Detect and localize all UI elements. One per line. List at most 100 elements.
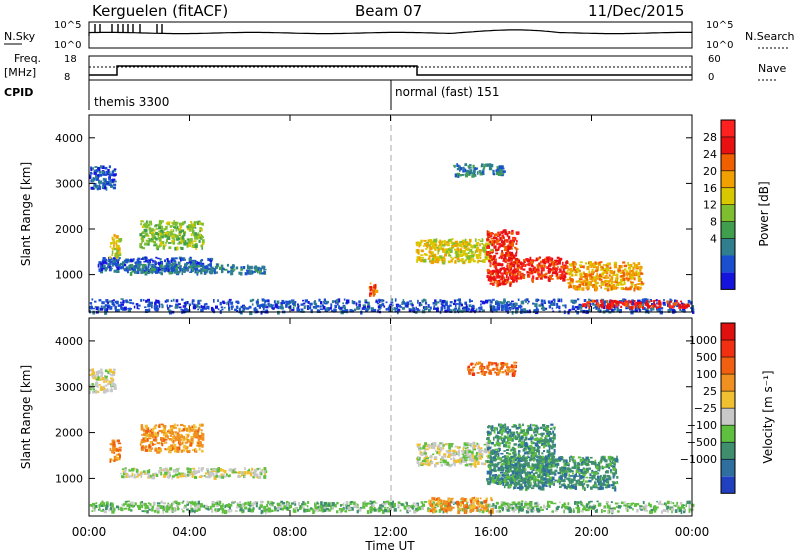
x-tick-label: 20:00 bbox=[574, 525, 609, 539]
echo-region bbox=[415, 238, 494, 265]
velocity-heatmap bbox=[89, 361, 695, 515]
echo-region bbox=[416, 441, 494, 468]
velocity-panel: 4000 3000 2000 1000 Slant Range [km] bbox=[19, 317, 695, 517]
echo-region bbox=[486, 229, 520, 288]
echo-region bbox=[566, 261, 645, 292]
echo-region bbox=[89, 298, 695, 316]
echo-region bbox=[120, 467, 268, 480]
cpid-label: CPID bbox=[4, 86, 33, 99]
colorbar-swatch bbox=[721, 153, 735, 171]
y-tick-label: 3000 bbox=[55, 177, 83, 190]
colorbar-swatch bbox=[721, 408, 735, 426]
nave-tick-high: 60 bbox=[708, 54, 721, 65]
colorbar-swatch bbox=[721, 357, 735, 375]
colorbar-swatch bbox=[721, 425, 735, 443]
nsky-trace bbox=[88, 24, 692, 36]
y-tick-label: 1000 bbox=[55, 269, 83, 282]
colorbar-swatch bbox=[721, 374, 735, 392]
nsky-tick-high: 10^5 bbox=[54, 20, 81, 31]
colorbar-swatch bbox=[721, 136, 735, 154]
nave-tick-low: 0 bbox=[708, 72, 714, 83]
colorbar-tick-label: 500 bbox=[696, 351, 717, 364]
echo-region bbox=[127, 263, 267, 276]
y-tick-label: 2000 bbox=[55, 427, 83, 440]
echo-region bbox=[503, 455, 619, 492]
power-y-axis: 4000 3000 2000 1000 bbox=[55, 132, 692, 282]
echo-region bbox=[467, 361, 518, 377]
freq-trace bbox=[89, 65, 692, 76]
echo-region bbox=[109, 233, 123, 260]
colorbar-swatch bbox=[721, 323, 735, 340]
colorbar-tick-label: −1000 bbox=[680, 453, 717, 466]
date-title: 11/Dec/2015 bbox=[588, 2, 684, 20]
colorbar-tick-label: −25 bbox=[694, 402, 717, 415]
nave-label: Nave bbox=[758, 62, 786, 75]
echo-region bbox=[453, 163, 506, 178]
colorbar-swatch bbox=[721, 120, 735, 137]
colorbar-tick-label: 16 bbox=[703, 182, 717, 195]
echo-region bbox=[582, 299, 690, 310]
colorbar-swatch bbox=[721, 255, 735, 273]
colorbar-swatch bbox=[721, 476, 735, 494]
power-colorbar-label: Power [dB] bbox=[757, 181, 771, 246]
colorbar-swatch bbox=[721, 272, 735, 290]
velocity-y-axis: 4000 3000 2000 1000 bbox=[55, 335, 692, 485]
freq-label-1: Freq. bbox=[14, 52, 41, 65]
cpid-mode-2: normal (fast) 151 bbox=[395, 85, 499, 99]
echo-region bbox=[368, 282, 379, 297]
y-tick-label: 3000 bbox=[55, 381, 83, 394]
echo-region bbox=[89, 368, 117, 394]
x-tick-label: 08:00 bbox=[273, 525, 308, 539]
colorbar-tick-label: −100 bbox=[687, 419, 717, 432]
velocity-colorbar-label: Velocity [m s⁻¹] bbox=[761, 370, 775, 463]
colorbar-tick-label: 25 bbox=[703, 385, 717, 398]
colorbar-swatch bbox=[721, 221, 735, 239]
colorbar-tick-label: −500 bbox=[687, 436, 717, 449]
colorbar-tick-label: 12 bbox=[703, 199, 717, 212]
y-tick-label: 1000 bbox=[55, 472, 83, 485]
x-tick-label: 00:00 bbox=[72, 525, 107, 539]
colorbar-swatch bbox=[721, 459, 735, 477]
colorbar-tick-label: 100 bbox=[696, 368, 717, 381]
nsearch-label: N.Search bbox=[745, 30, 795, 43]
beam-title: Beam 07 bbox=[355, 2, 422, 20]
echo-region bbox=[89, 165, 117, 191]
colorbar-tick-label: 8 bbox=[710, 216, 717, 229]
nsearch-tick-high: 10^5 bbox=[706, 20, 733, 31]
y-tick-label: 2000 bbox=[55, 223, 83, 236]
nsky-tick-low: 10^0 bbox=[54, 40, 81, 51]
x-tick-label: 00:00 bbox=[675, 525, 710, 539]
colorbar-swatch bbox=[721, 442, 735, 460]
colorbar-swatch bbox=[721, 340, 735, 357]
power-panel: 4000 3000 2000 1000 Slant Range [km] bbox=[19, 114, 695, 316]
colorbar-swatch bbox=[721, 238, 735, 256]
echo-region bbox=[139, 423, 205, 454]
colorbar-tick-label: 24 bbox=[703, 148, 717, 161]
nsky-line bbox=[88, 29, 692, 36]
echo-region bbox=[428, 496, 494, 515]
cpid-mode-1: themis 3300 bbox=[94, 95, 169, 109]
echo-region bbox=[503, 256, 569, 283]
freq-tick-high: 18 bbox=[64, 54, 77, 65]
colorbar-tick-label: 20 bbox=[703, 165, 717, 178]
x-tick-label: 16:00 bbox=[474, 525, 509, 539]
colorbar-tick-label: 28 bbox=[703, 131, 717, 144]
nsky-label: N.Sky bbox=[4, 30, 36, 43]
y-tick-label: 4000 bbox=[55, 132, 83, 145]
colorbar-swatch bbox=[721, 204, 735, 222]
x-axis: 00:00 04:00 08:00 12:00 16:00 20:00 00:00 bbox=[72, 115, 710, 539]
x-axis-label: Time UT bbox=[364, 539, 415, 553]
colorbar-swatch bbox=[721, 391, 735, 409]
freq-panel bbox=[88, 55, 693, 81]
power-colorbar: 28 24 20 16 12 8 4 bbox=[703, 119, 736, 290]
colorbar-tick-label: 1000 bbox=[689, 334, 717, 347]
x-tick-label: 04:00 bbox=[172, 525, 207, 539]
station-title: Kerguelen (fitACF) bbox=[92, 2, 228, 20]
nsearch-tick-low: 10^0 bbox=[706, 40, 733, 51]
power-y-label: Slant Range [km] bbox=[19, 162, 33, 266]
freq-tick-low: 8 bbox=[64, 72, 70, 83]
echo-region bbox=[139, 220, 205, 251]
velocity-y-label: Slant Range [km] bbox=[19, 365, 33, 469]
nsky-panel bbox=[88, 21, 693, 49]
